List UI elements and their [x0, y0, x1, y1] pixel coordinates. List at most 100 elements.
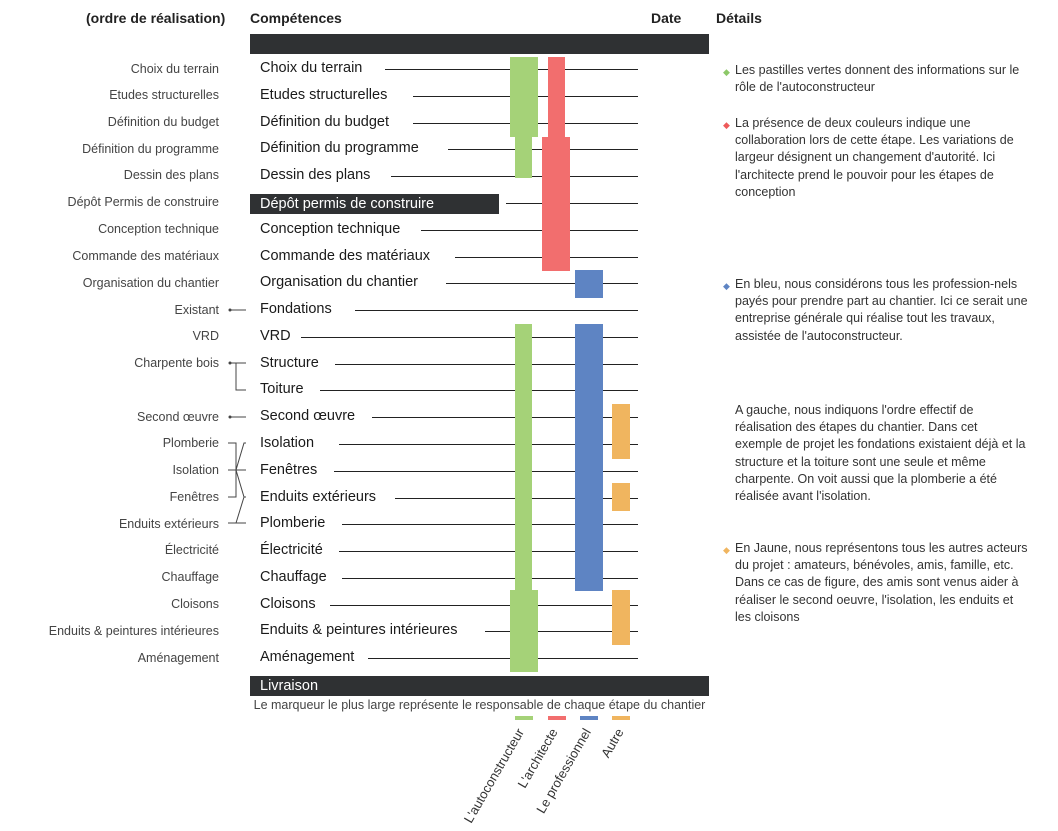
row-rule: [368, 658, 638, 659]
skill-label: Définition du budget: [260, 114, 389, 130]
skill-label: Toiture: [260, 381, 304, 397]
row-rule: [355, 310, 638, 311]
legend-swatch-professionnel: [580, 716, 598, 720]
detail-green: ◆ Les pastilles vertes donnent des infor…: [723, 62, 1028, 96]
row-rule: [339, 551, 638, 552]
header-competences: Compétences: [250, 10, 342, 26]
detail-yellow: ◆ En Jaune, nous représentons tous les a…: [723, 540, 1028, 626]
bar-architecte: [548, 57, 565, 137]
skill-label: Fenêtres: [260, 462, 318, 478]
header-ordre: (ordre de réalisation): [86, 10, 226, 26]
diamond-bullet-icon: ◆: [723, 281, 730, 291]
ordre-label: Chauffage: [161, 570, 219, 584]
ordre-label: Aménagement: [137, 651, 219, 665]
skill-label: Dessin des plans: [260, 167, 371, 183]
skill-label: Enduits extérieurs: [260, 489, 377, 505]
ordre-label: Enduits extérieurs: [118, 517, 219, 531]
row-rule: [421, 230, 638, 231]
ordre-label: Commande des matériaux: [72, 249, 219, 263]
skill-label: Électricité: [260, 542, 323, 558]
ordre-label: Cloisons: [171, 597, 219, 611]
detail-text: A gauche, nous indiquons l'ordre effecti…: [735, 403, 1026, 504]
bar-autre: [612, 404, 630, 459]
ordre-label: Isolation: [172, 463, 219, 477]
skill-label: VRD: [260, 328, 291, 344]
ordre-label: Dessin des plans: [123, 168, 219, 182]
row-rule: [391, 176, 638, 177]
row-rule: [446, 283, 638, 284]
ordre-label: Second œuvre: [137, 410, 219, 424]
diamond-bullet-icon: ◆: [723, 67, 730, 77]
livraison-bar: [250, 676, 709, 696]
skill-label: Organisation du chantier: [260, 274, 418, 290]
row-rule: [320, 390, 638, 391]
row-rule: [334, 471, 638, 472]
skill-label: Définition du programme: [260, 140, 419, 156]
row-rule: [335, 364, 638, 365]
row-rule: [339, 444, 638, 445]
header-details: Détails: [716, 10, 762, 26]
detail-text: Les pastilles vertes donnent des informa…: [735, 63, 1020, 95]
bar-professionnel: [575, 324, 603, 591]
diamond-bullet-icon: ◆: [723, 545, 730, 555]
skill-label: Plomberie: [260, 515, 326, 531]
ordre-label: Existant: [174, 303, 219, 317]
ordre-label: Organisation du chantier: [82, 276, 219, 290]
skill-label: Fondations: [260, 301, 332, 317]
detail-red: ◆ La présence de deux couleurs indique u…: [723, 115, 1028, 201]
detail-text: La présence de deux couleurs indique une…: [735, 116, 1014, 199]
skill-label: Etudes structurelles: [260, 87, 388, 103]
row-rule: [342, 578, 638, 579]
row-rule: [330, 605, 638, 606]
timeline-start-bar: [250, 34, 709, 54]
ordre-label: Fenêtres: [169, 490, 219, 504]
ordre-label: Définition du budget: [107, 115, 219, 129]
ordre-label: Plomberie: [162, 436, 219, 450]
row-rule: [301, 337, 638, 338]
skill-label: Enduits & peintures intérieures: [260, 622, 458, 638]
connector-line: [231, 362, 246, 391]
bar-autoconstructeur: [510, 590, 538, 672]
ordre-label: Charpente bois: [134, 356, 219, 370]
bar-autoconstructeur: [515, 137, 532, 178]
ordre-label: Etudes structurelles: [109, 88, 219, 102]
skill-label: Cloisons: [260, 596, 316, 612]
detail-blue: ◆ En bleu, nous considérons tous les pro…: [723, 276, 1028, 345]
row-rule: [342, 524, 638, 525]
bar-autre: [612, 483, 630, 511]
ordre-label: Dépôt Permis de construire: [67, 195, 219, 209]
detail-text: En bleu, nous considérons tous les profe…: [735, 277, 1028, 343]
skill-label: Chauffage: [260, 569, 327, 585]
ordre-label: Choix du terrain: [130, 62, 219, 76]
bar-autre: [612, 590, 630, 645]
skill-depot-permis: Dépôt permis de construire: [250, 194, 499, 214]
diamond-bullet-icon: ◆: [723, 120, 730, 130]
skill-label: Structure: [260, 355, 319, 371]
skill-label: Choix du terrain: [260, 60, 363, 76]
livraison-label: Livraison: [260, 678, 319, 694]
ordre-label: Définition du programme: [82, 142, 219, 156]
legend-swatch-autre: [612, 716, 630, 720]
row-rule: [372, 417, 638, 418]
bar-autoconstructeur: [515, 324, 532, 590]
legend-note: Le marqueur le plus large représente le …: [253, 698, 706, 712]
skill-label: Commande des matériaux: [260, 248, 431, 264]
legend-swatch-autoconstructeur: [515, 716, 533, 720]
row-rule: [485, 631, 638, 632]
detail-ordre: A gauche, nous indiquons l'ordre effecti…: [723, 402, 1028, 505]
skill-label: Aménagement: [260, 649, 355, 665]
ordre-label: Électricité: [164, 543, 219, 557]
skill-label: Second œuvre: [260, 408, 356, 424]
detail-text: En Jaune, nous représentons tous les aut…: [735, 541, 1028, 624]
bar-autoconstructeur: [510, 57, 538, 137]
bar-professionnel: [575, 270, 603, 298]
skill-label: Isolation: [260, 435, 315, 451]
bar-architecte: [542, 137, 570, 271]
ordre-label: Conception technique: [98, 222, 219, 236]
skill-label: Conception technique: [260, 221, 401, 237]
ordre-label: Enduits & peintures intérieures: [48, 624, 219, 638]
row-rule: [506, 203, 638, 204]
legend-swatch-architecte: [548, 716, 566, 720]
ordre-label: VRD: [192, 329, 219, 343]
